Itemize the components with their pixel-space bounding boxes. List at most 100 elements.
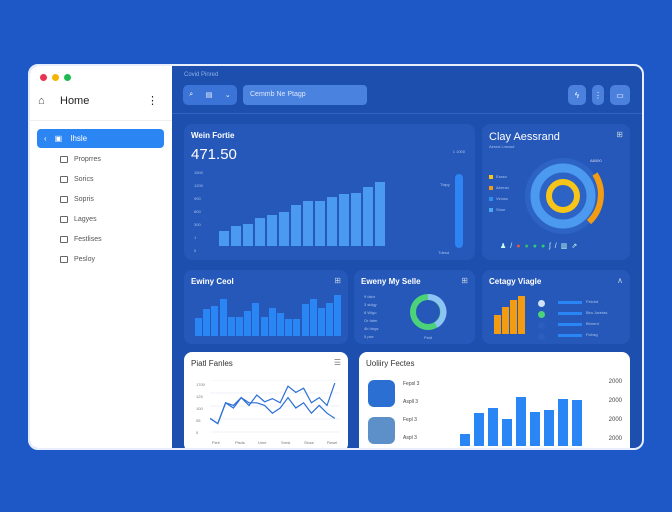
progress-bar xyxy=(558,312,582,315)
expand-icon[interactable]: ∧ xyxy=(617,276,623,285)
utility-card: Uoliiry Fectes Fepsl 3 Aspll 3 Fepl 3 Aspl … xyxy=(359,352,630,448)
search-icon[interactable]: ⌕ xyxy=(189,91,194,98)
donut-blue xyxy=(427,294,447,328)
sidebar-item-label: Sorics xyxy=(74,176,94,183)
list-item: Bhnerd xyxy=(586,321,599,326)
pen-icon[interactable]: / xyxy=(510,243,517,250)
bar xyxy=(279,212,289,246)
y-tick: 1500 xyxy=(194,170,203,175)
toolbar-group[interactable]: ⌕ ▤ ⌄ xyxy=(183,85,237,105)
card-title: Clay Aessrand xyxy=(489,131,560,143)
expand-icon[interactable]: ⊞ xyxy=(616,130,623,139)
y-tick: 2000 xyxy=(608,398,622,404)
y-tick: 100 xyxy=(196,406,203,411)
line-chart xyxy=(210,380,340,433)
legend-swatch xyxy=(489,207,493,212)
row-label: Fepl 3 xyxy=(403,417,417,423)
maximize-dot[interactable] xyxy=(64,74,71,81)
bar xyxy=(494,315,501,334)
more-icon[interactable]: ⋮ xyxy=(147,95,158,107)
bar xyxy=(255,218,265,246)
card-title: Ewiny Ceol xyxy=(191,277,234,286)
bar-label: Tlapy xyxy=(440,182,450,187)
home-item[interactable]: ⌂ Home ⋮ xyxy=(38,94,158,108)
ring-arc xyxy=(586,172,604,225)
list-item: Felohd xyxy=(586,299,599,304)
app-window: ⌂ Home ⋮ ‹ ▣ Ihsle Proprres Sorics Sopris L… xyxy=(28,64,644,450)
bar xyxy=(303,201,313,246)
total-bar xyxy=(455,174,463,248)
x-tick: Plsds xyxy=(235,440,245,445)
dot-icon[interactable]: ● xyxy=(524,243,533,250)
ewiny-card: Ewiny Ceol ⊞ xyxy=(184,270,348,344)
breadcrumb: Covid Pinred xyxy=(184,72,219,78)
bar-label: Tdesd xyxy=(438,250,450,255)
share-icon[interactable]: ⇗ xyxy=(571,243,582,250)
y-tick: 600 xyxy=(194,209,201,214)
user-icon[interactable]: ♟ xyxy=(500,243,511,250)
status-dot xyxy=(538,300,545,307)
dot-icon[interactable]: ● xyxy=(516,243,525,250)
expand-icon[interactable]: ⊞ xyxy=(334,276,341,285)
sidebar-item[interactable]: Proprres xyxy=(60,156,101,163)
card-title: Uoliiry Fectes xyxy=(366,359,415,368)
legend-item: Shue xyxy=(489,207,505,212)
card-subtitle: Aesnd Lnessd xyxy=(489,144,515,149)
chevron-down-icon[interactable]: ⌄ xyxy=(224,92,231,99)
file-icon[interactable]: ▤ xyxy=(205,92,213,99)
card-title: Eweny My Selle xyxy=(361,277,421,286)
x-tick: Fteli xyxy=(212,440,220,445)
chevron-left-icon[interactable]: ‹ xyxy=(44,134,47,143)
status-dot xyxy=(538,322,545,329)
category-card: Cetagy Viagle ∧ Felohd Biro Jaretas Bhnerd… xyxy=(482,270,630,344)
sidebar-item[interactable]: Festlises xyxy=(60,236,102,243)
bar xyxy=(530,411,540,446)
y-tick: 2000 xyxy=(608,417,622,423)
chat-button[interactable]: ▭ xyxy=(610,85,630,105)
bar xyxy=(502,418,512,446)
avatar[interactable] xyxy=(368,417,395,444)
sidebar-item-label: Pesloy xyxy=(74,256,96,263)
tag-icon xyxy=(60,176,68,183)
trash-icon[interactable]: ▥ xyxy=(560,243,572,250)
bar xyxy=(231,226,241,246)
clay-card: Clay Aessrand ⊞ Aesnd Lnessd A8000 Esssn… xyxy=(482,124,630,260)
search-input[interactable]: Cemmb Ne Ptagp xyxy=(243,85,367,105)
close-dot[interactable] xyxy=(40,74,47,81)
card-title: Piatl Fanles xyxy=(191,359,233,368)
pen-icon[interactable]: / xyxy=(554,243,561,250)
minimize-dot[interactable] xyxy=(52,74,59,81)
box-icon xyxy=(60,236,68,243)
bar xyxy=(558,398,568,446)
sidebar-item[interactable]: Sopris xyxy=(60,196,94,203)
link-icon[interactable]: ʃ xyxy=(549,243,555,250)
legend-item: Esssn xyxy=(489,174,507,179)
folder-icon xyxy=(60,156,68,163)
more-icon: ⋮ xyxy=(594,90,602,100)
expand-icon[interactable]: ⊞ xyxy=(461,276,468,285)
avatar[interactable] xyxy=(368,380,395,407)
dot-icon[interactable]: ● xyxy=(532,243,541,250)
menu-icon[interactable]: ☰ xyxy=(333,358,341,367)
bar xyxy=(516,396,526,446)
more-button[interactable]: ⋮ xyxy=(592,85,604,105)
flash-button[interactable]: ϟ xyxy=(568,85,586,105)
bar xyxy=(572,399,582,446)
dot-icon[interactable]: ● xyxy=(540,243,550,250)
bar xyxy=(244,311,252,336)
card-title: Wein Fortie xyxy=(191,131,235,140)
y-tick: 0 xyxy=(194,248,197,253)
sidebar-item[interactable]: Pesloy xyxy=(60,256,95,263)
main-content: Covid Pinred ⌕ ▤ ⌄ Cemmb Ne Ptagp ϟ ⋮ ▭ We… xyxy=(172,66,642,448)
x-tick: Srest xyxy=(281,440,291,445)
sidebar-item-active[interactable]: ‹ ▣ Ihsle xyxy=(37,129,164,148)
ring-outer xyxy=(530,163,596,229)
bar xyxy=(267,215,277,246)
bar xyxy=(488,407,498,446)
legend-swatch xyxy=(489,196,493,201)
y-tick: 1700 xyxy=(196,382,205,387)
sidebar-item[interactable]: Lagyes xyxy=(60,216,97,223)
sidebar-item[interactable]: Sorics xyxy=(60,176,93,183)
line-card: Piatl Fanles ☰ 1700 125 100 05 0 Fteli Plsds Um… xyxy=(184,352,348,448)
bar xyxy=(260,316,268,336)
